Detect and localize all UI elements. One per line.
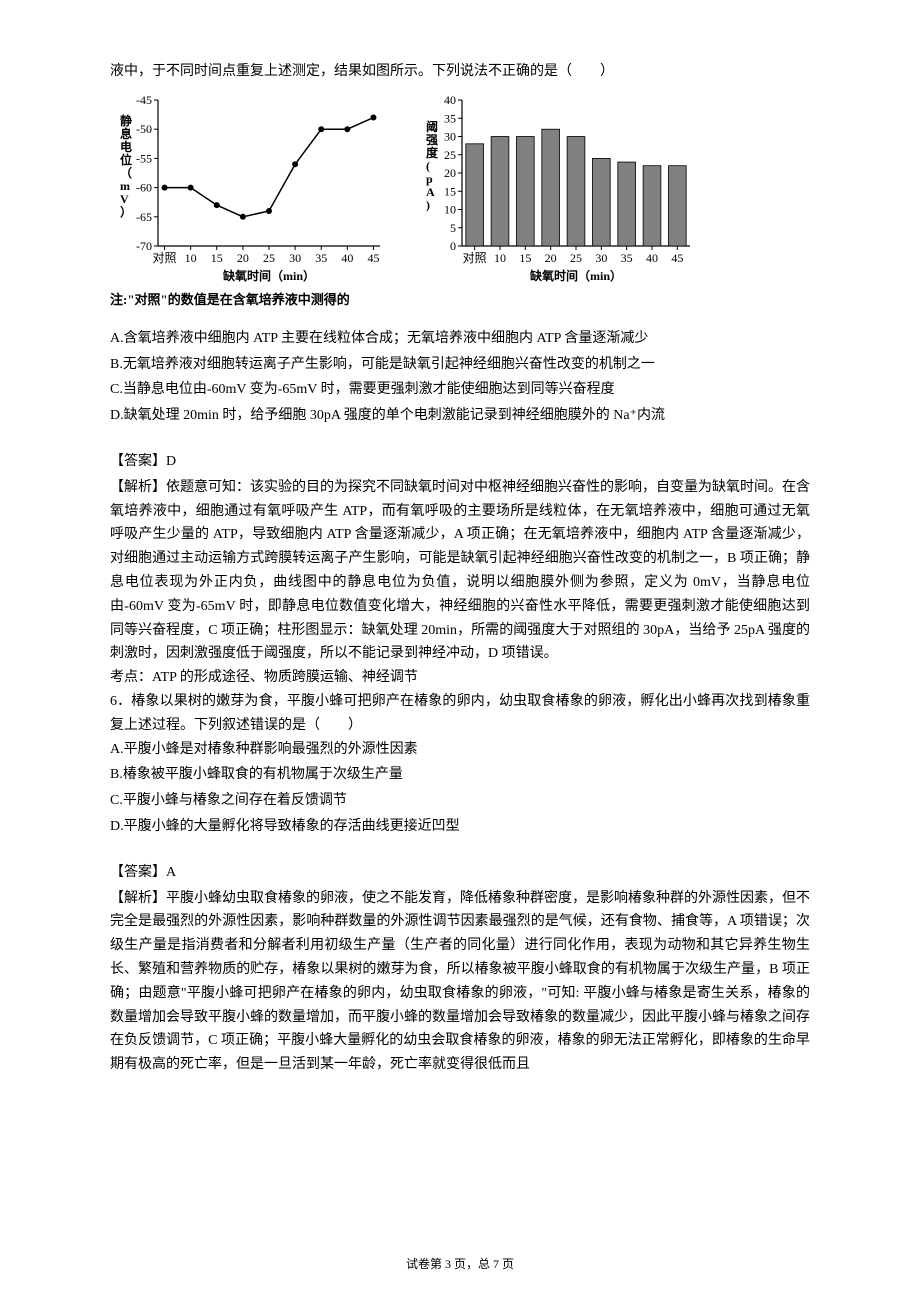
svg-text:静: 静 bbox=[120, 113, 132, 128]
svg-text:（: （ bbox=[120, 165, 132, 180]
svg-text:-60: -60 bbox=[136, 180, 152, 194]
q5-option-b: B.无氧培养液对细胞转运离子产生影响，可能是缺氧引起神经细胞兴奋性改变的机制之一 bbox=[110, 353, 810, 377]
svg-text:20: 20 bbox=[444, 166, 456, 180]
svg-text:(: ( bbox=[426, 159, 430, 173]
charts-row: -70 -65 -60 -55 -50 -45 对照 10 15 20 25 30 35 40 45 静息电位… bbox=[110, 92, 810, 287]
svg-text:25: 25 bbox=[570, 251, 582, 265]
q6-option-d: D.平腹小蜂的大量孵化将导致椿象的存活曲线更接近凹型 bbox=[110, 815, 810, 839]
svg-text:15: 15 bbox=[519, 251, 531, 265]
q5-option-a: A.含氧培养液中细胞内 ATP 主要在线粒体合成；无氧培养液中细胞内 ATP 含… bbox=[110, 327, 810, 351]
svg-text:-45: -45 bbox=[136, 93, 152, 107]
svg-text:10: 10 bbox=[444, 202, 456, 216]
q6-option-a: A.平腹小蜂是对椿象种群影响最强烈的外源性因素 bbox=[110, 738, 810, 762]
svg-text:-70: -70 bbox=[136, 239, 152, 253]
svg-text:): ) bbox=[426, 198, 430, 212]
svg-text:度: 度 bbox=[426, 145, 439, 160]
svg-text:45: 45 bbox=[671, 251, 683, 265]
svg-text:位: 位 bbox=[120, 152, 132, 167]
svg-text:15: 15 bbox=[444, 184, 456, 198]
svg-text:10: 10 bbox=[494, 251, 506, 265]
svg-text:35: 35 bbox=[621, 251, 633, 265]
svg-text:电: 电 bbox=[120, 139, 132, 154]
svg-text:20: 20 bbox=[237, 251, 249, 265]
svg-text:-50: -50 bbox=[136, 122, 152, 136]
svg-text:45: 45 bbox=[367, 251, 379, 265]
bar-chart: 0 5 10 15 20 25 30 35 40 对照 10 15 20 25 30 35 40 45 阈强度(pA… bbox=[420, 92, 700, 287]
svg-text:p: p bbox=[426, 172, 433, 186]
svg-text:息: 息 bbox=[120, 126, 132, 141]
line-chart: -70 -65 -60 -55 -50 -45 对照 10 15 20 25 30 35 40 45 静息电位… bbox=[110, 92, 390, 287]
q6-option-b: B.椿象被平腹小蜂取食的有机物属于次级生产量 bbox=[110, 763, 810, 787]
svg-text:20: 20 bbox=[545, 251, 557, 265]
page-footer: 试卷第 3 页，总 7 页 bbox=[0, 1254, 920, 1274]
question-context: 液中，于不同时间点重复上述测定，结果如图所示。下列说法不正确的是（ ） bbox=[110, 60, 810, 84]
svg-text:40: 40 bbox=[444, 93, 456, 107]
svg-text:40: 40 bbox=[646, 251, 658, 265]
svg-text:10: 10 bbox=[185, 251, 197, 265]
svg-text:强: 强 bbox=[426, 133, 438, 147]
svg-text:15: 15 bbox=[211, 251, 223, 265]
svg-text:40: 40 bbox=[341, 251, 353, 265]
svg-text:25: 25 bbox=[263, 251, 275, 265]
q5-points: 考点：ATP 的形成途径、物质跨膜运输、神经调节 bbox=[110, 666, 810, 690]
svg-text:缺氧时间（min）: 缺氧时间（min） bbox=[530, 268, 622, 283]
svg-text:-65: -65 bbox=[136, 210, 152, 224]
svg-text:对照: 对照 bbox=[153, 251, 177, 265]
svg-text:5: 5 bbox=[450, 221, 456, 235]
svg-text:0: 0 bbox=[450, 239, 456, 253]
q5-option-c: C.当静息电位由-60mV 变为-65mV 时，需要更强刺激才能使细胞达到同等兴… bbox=[110, 378, 810, 402]
svg-text:30: 30 bbox=[444, 129, 456, 143]
svg-text:m: m bbox=[120, 179, 130, 193]
svg-text:25: 25 bbox=[444, 148, 456, 162]
q6-stem: 6．椿象以果树的嫩芽为食，平腹小蜂可把卵产在椿象的卵内，幼虫取食椿象的卵液，孵化… bbox=[110, 690, 810, 738]
svg-text:35: 35 bbox=[444, 111, 456, 125]
q5-answer: 【答案】D bbox=[110, 450, 810, 474]
q5-explain: 【解析】依题意可知：该实验的目的为探究不同缺氧时间对中枢神经细胞兴奋性的影响，自… bbox=[110, 476, 810, 666]
svg-text:V: V bbox=[120, 192, 129, 206]
svg-text:30: 30 bbox=[289, 251, 301, 265]
svg-text:-55: -55 bbox=[136, 151, 152, 165]
q6-explain: 【解析】平腹小蜂幼虫取食椿象的卵液，使之不能发育，降低椿象种群密度，是影响椿象种… bbox=[110, 887, 810, 1077]
svg-text:）: ） bbox=[120, 204, 132, 219]
q5-option-d: D.缺氧处理 20min 时，给予细胞 30pA 强度的单个电刺激能记录到神经细… bbox=[110, 404, 810, 428]
svg-text:30: 30 bbox=[595, 251, 607, 265]
chart-note: 注:"对照"的数值是在含氧培养液中测得的 bbox=[110, 289, 810, 311]
svg-text:A: A bbox=[426, 185, 435, 199]
svg-text:35: 35 bbox=[315, 251, 327, 265]
svg-text:阈: 阈 bbox=[426, 119, 438, 134]
svg-text:对照: 对照 bbox=[463, 251, 487, 265]
q6-option-c: C.平腹小蜂与椿象之间存在着反馈调节 bbox=[110, 789, 810, 813]
svg-text:缺氧时间（min）: 缺氧时间（min） bbox=[223, 268, 315, 283]
q6-answer: 【答案】A bbox=[110, 861, 810, 885]
